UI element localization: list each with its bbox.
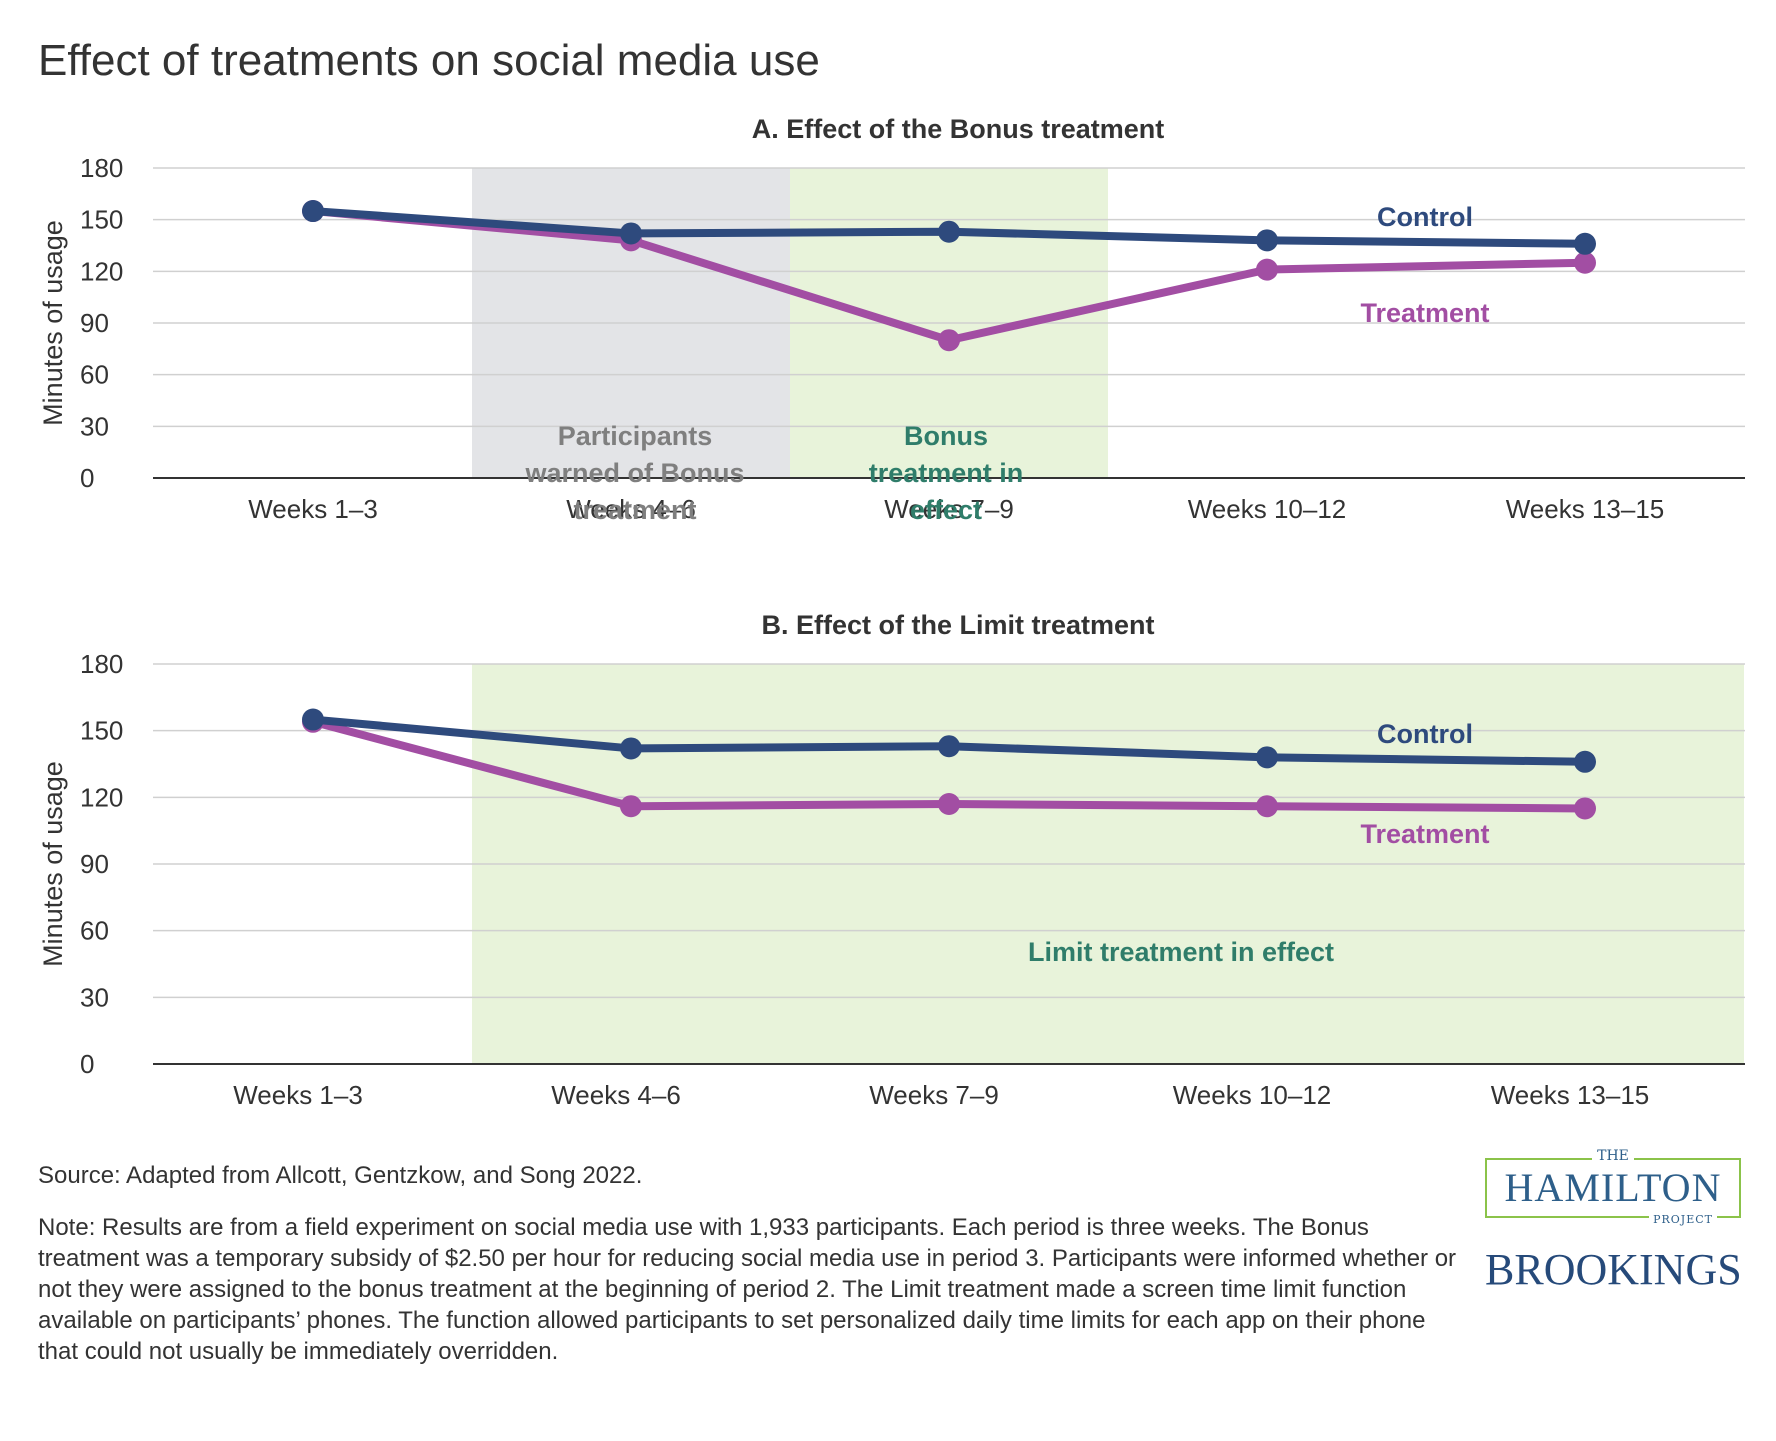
series-label-control: Control xyxy=(1377,202,1473,232)
x-tick-label: Weeks 10–12 xyxy=(1173,1080,1332,1110)
logo-project-text: PROJECT xyxy=(1649,1213,1717,1226)
logo-hamilton-text: HAMILTON xyxy=(1504,1165,1722,1210)
data-point-control xyxy=(1256,229,1278,252)
source-note: Source: Adapted from Allcott, Gentzkow, … xyxy=(38,1162,643,1189)
y-tick-label: 0 xyxy=(80,463,94,493)
data-point-treatment xyxy=(620,795,642,818)
page-title: Effect of treatments on social media use xyxy=(38,36,820,85)
shaded-region-label: Limit treatment in effect xyxy=(1028,937,1334,967)
y-tick-label: 180 xyxy=(80,153,123,183)
series-label-treatment: Treatment xyxy=(1360,298,1489,328)
data-point-control xyxy=(620,737,642,760)
x-tick-label: Weeks 4–6 xyxy=(551,1080,681,1110)
shaded-region-label: Participants xyxy=(558,421,713,451)
y-tick-label: 150 xyxy=(80,205,123,235)
shaded-region-label: warned of Bonus xyxy=(524,458,744,488)
y-tick-label: 90 xyxy=(80,308,109,338)
series-label-control: Control xyxy=(1377,719,1473,749)
y-tick-label: 30 xyxy=(80,411,109,441)
data-point-control xyxy=(938,220,960,243)
chart-bonus-treatment: 0 30 60 90 120 150 180 Minutes of usage Weeks 1–… xyxy=(38,114,1745,525)
y-tick-label: 120 xyxy=(80,782,123,812)
brookings-logo: BROOKINGS xyxy=(1485,1245,1742,1294)
logo-the-text: THE xyxy=(1592,1148,1634,1164)
data-point-treatment xyxy=(1574,797,1596,820)
x-tick-label: Weeks 7–9 xyxy=(869,1080,999,1110)
x-tick-label: Weeks 10–12 xyxy=(1188,494,1347,524)
hamilton-project-logo: THE HAMILTON PROJECT xyxy=(1485,1148,1741,1226)
series-label-treatment: Treatment xyxy=(1360,819,1489,849)
x-tick-label: Weeks 1–3 xyxy=(233,1080,363,1110)
x-tick-label: Weeks 13–15 xyxy=(1491,1080,1650,1110)
y-tick-label: 90 xyxy=(80,849,109,879)
x-tick-label: Weeks 13–15 xyxy=(1506,494,1665,524)
x-tick-label: Weeks 4–6 xyxy=(566,494,696,524)
data-point-control xyxy=(302,708,324,731)
data-point-control xyxy=(938,735,960,758)
y-tick-label: 120 xyxy=(80,256,123,286)
y-axis-label: Minutes of usage xyxy=(38,220,68,426)
y-tick-label: 150 xyxy=(80,716,123,746)
data-point-treatment xyxy=(1574,251,1596,274)
data-point-treatment xyxy=(1256,795,1278,818)
data-point-control xyxy=(620,222,642,245)
y-tick-label: 30 xyxy=(80,982,109,1012)
y-tick-label: 0 xyxy=(80,1049,94,1079)
data-point-treatment xyxy=(938,329,960,352)
data-point-control xyxy=(1574,232,1596,255)
y-tick-label: 180 xyxy=(80,649,123,679)
data-point-control xyxy=(302,200,324,223)
data-point-treatment xyxy=(938,793,960,815)
y-axis-label: Minutes of usage xyxy=(38,761,68,967)
shaded-region-label: Bonus xyxy=(904,421,988,451)
chart-limit-treatment: 0 30 60 90 120 150 180 Minutes of usage Weeks 1–… xyxy=(38,610,1745,1110)
data-point-control xyxy=(1574,750,1596,773)
x-tick-label: Weeks 1–3 xyxy=(248,494,378,524)
shaded-region-label: treatment xyxy=(573,495,696,525)
methodology-note: Note: Results are from a field experimen… xyxy=(38,1214,1457,1365)
panel-title: B. Effect of the Limit treatment xyxy=(761,610,1154,640)
x-tick-label: Weeks 7–9 xyxy=(884,494,1014,524)
y-tick-label: 60 xyxy=(80,360,109,390)
y-tick-label: 60 xyxy=(80,916,109,946)
panel-title: A. Effect of the Bonus treatment xyxy=(752,114,1165,144)
data-point-control xyxy=(1256,746,1278,769)
shaded-region-label: effect xyxy=(910,495,982,525)
data-point-treatment xyxy=(1256,258,1278,281)
shaded-region-label: treatment in xyxy=(869,458,1024,488)
